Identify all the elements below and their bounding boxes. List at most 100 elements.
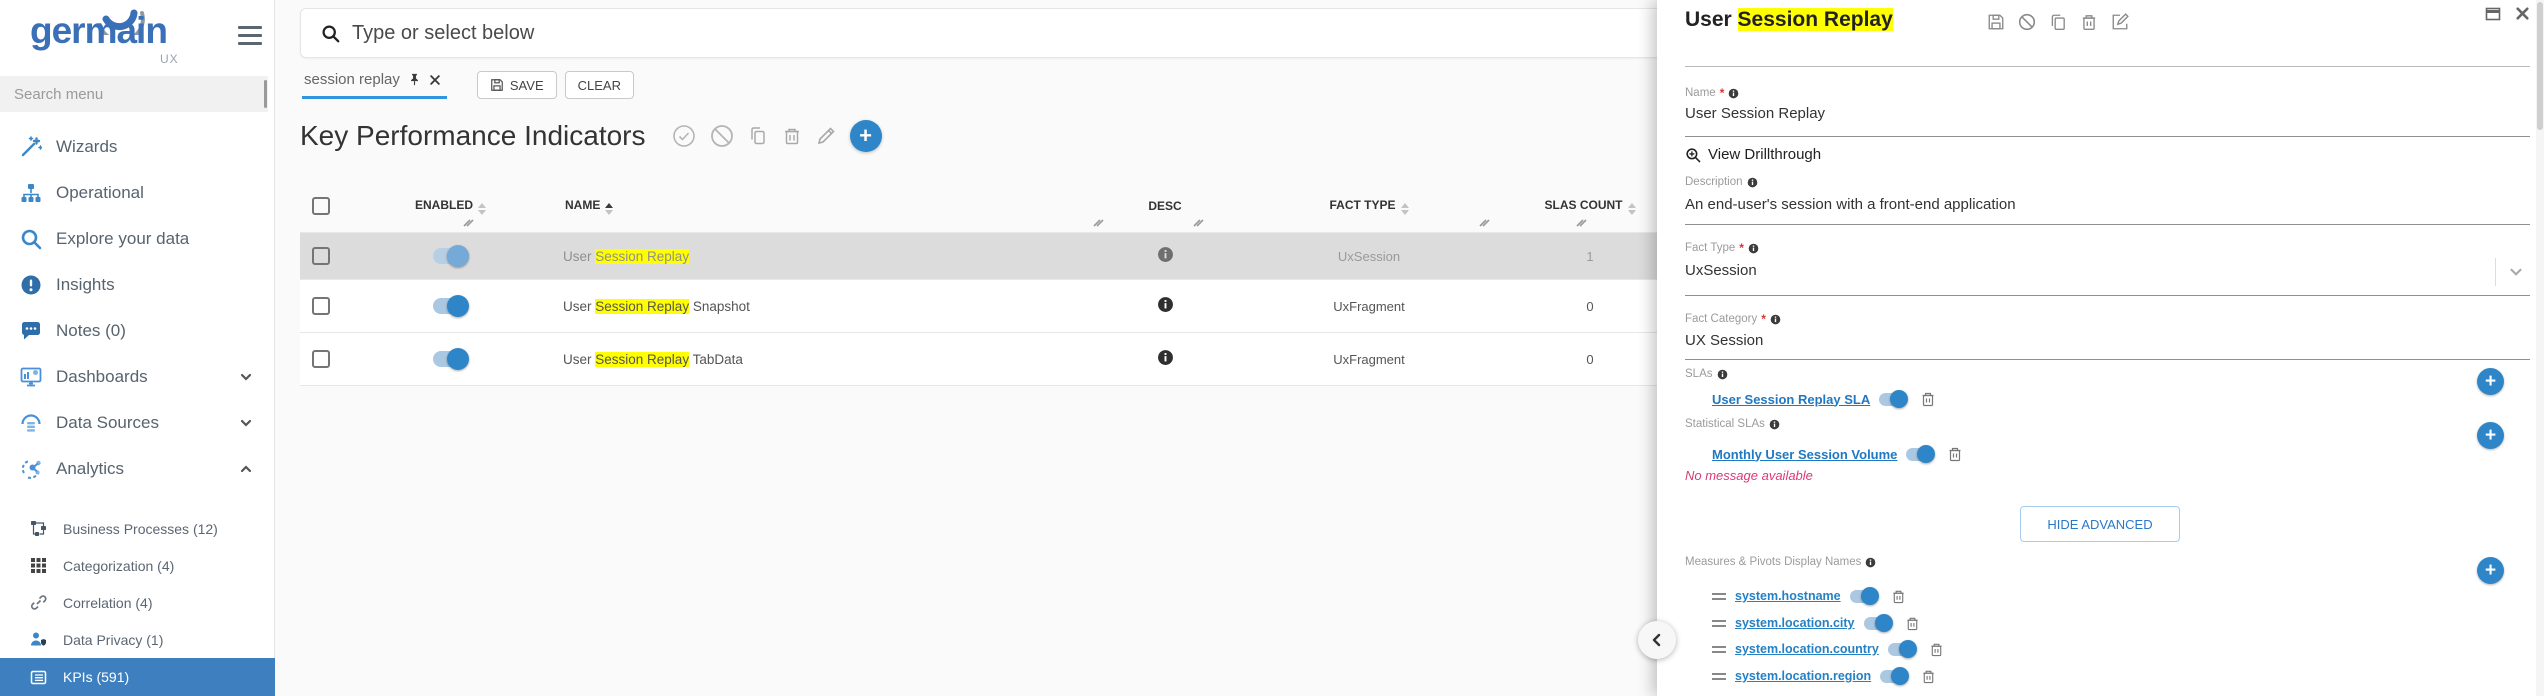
trash-icon[interactable] [1905, 616, 1920, 631]
trash-icon[interactable] [782, 126, 802, 146]
info-icon[interactable] [1717, 369, 1728, 380]
maximize-window-icon[interactable] [2485, 6, 2501, 22]
measure-toggle[interactable] [1849, 587, 1882, 605]
hide-advanced-button[interactable]: HIDE ADVANCED [2020, 506, 2180, 542]
drag-handle-icon[interactable] [1712, 672, 1726, 680]
ban-icon[interactable] [710, 124, 734, 148]
sidebar-search-input[interactable] [0, 76, 268, 112]
measure-toggle[interactable] [1880, 667, 1912, 685]
row-checkbox[interactable] [312, 297, 330, 315]
table-row[interactable]: User Session Replay UxSession 1 [300, 232, 1752, 280]
sidebar-item-data-privacy[interactable]: Data Privacy (1) [0, 621, 275, 658]
sidebar-item-business-processes[interactable]: Business Processes (12) [0, 510, 275, 547]
table-row[interactable]: User Session Replay TabData UxFragment 0 [300, 333, 1752, 386]
save-button[interactable]: SAVE [476, 71, 557, 99]
column-resize-handle[interactable] [1092, 215, 1105, 228]
ban-icon[interactable] [2018, 13, 2036, 31]
scrollbar-thumb[interactable] [2537, 2, 2543, 130]
info-icon[interactable] [1865, 557, 1876, 568]
measure-link[interactable]: system.location.region [1735, 669, 1872, 683]
column-resize-handle[interactable] [1575, 215, 1588, 228]
column-header-desc[interactable]: DESC [1148, 199, 1182, 213]
filter-chip-session-replay[interactable]: session replay [302, 71, 447, 99]
edit-icon[interactable] [2111, 13, 2129, 31]
check-circle-icon[interactable] [672, 124, 696, 148]
fact-type-select-value[interactable]: UxSession [1685, 262, 1757, 279]
sidebar-item-analytics[interactable]: Analytics [0, 446, 275, 492]
column-resize-handle[interactable] [462, 215, 475, 228]
table-row[interactable]: User Session Replay Snapshot UxFragment … [300, 280, 1752, 333]
panel-collapse-button[interactable] [1638, 621, 1676, 659]
panel-scrollbar[interactable] [2536, 0, 2544, 696]
statistical-sla-link[interactable]: Monthly User Session Volume [1712, 446, 1898, 462]
info-icon[interactable] [1728, 88, 1739, 99]
add-statistical-sla-button[interactable]: + [2477, 422, 2504, 449]
column-header-fact-type[interactable]: FACT TYPE [1310, 198, 1428, 215]
measure-link[interactable]: system.hostname [1735, 589, 1841, 603]
pin-icon[interactable] [408, 73, 421, 86]
measure-link[interactable]: system.location.city [1735, 616, 1855, 630]
copy-icon[interactable] [748, 126, 768, 146]
sidebar-item-operational[interactable]: Operational [0, 170, 275, 216]
hamburger-menu-icon[interactable] [238, 26, 262, 45]
column-header-slas-count[interactable]: SLAS COUNT [1428, 198, 1752, 215]
sidebar-scrollbar[interactable] [264, 80, 267, 108]
copy-icon[interactable] [2049, 13, 2067, 31]
name-field-value[interactable]: User Session Replay [1685, 105, 1826, 122]
trash-icon[interactable] [1891, 589, 1906, 604]
trash-icon[interactable] [1947, 446, 1963, 462]
select-all-checkbox[interactable] [312, 197, 330, 215]
sidebar-item-kpis[interactable]: KPIs (591) [0, 658, 275, 696]
measure-toggle[interactable] [1887, 640, 1920, 658]
view-drillthrough-link[interactable]: View Drillthrough [1685, 146, 1821, 163]
column-header-enabled[interactable]: ENABLED [410, 198, 560, 215]
drag-handle-icon[interactable] [1712, 592, 1726, 600]
column-resize-handle[interactable] [1478, 215, 1491, 228]
sidebar-item-data-sources[interactable]: Data Sources [0, 400, 275, 446]
trash-icon[interactable] [2080, 13, 2098, 31]
sla-link[interactable]: User Session Replay SLA [1712, 391, 1871, 407]
brand-logo[interactable]: germain [30, 10, 168, 51]
row-checkbox[interactable] [312, 247, 330, 265]
info-icon[interactable] [1157, 296, 1174, 313]
column-resize-handle[interactable] [1192, 215, 1205, 228]
enabled-toggle[interactable] [433, 295, 475, 317]
clear-button[interactable]: CLEAR [564, 71, 634, 99]
kpi-search-input[interactable] [352, 21, 1667, 45]
pencil-icon[interactable] [816, 126, 836, 146]
sidebar-item-notes[interactable]: Notes (0) [0, 308, 275, 354]
info-icon[interactable] [1770, 314, 1781, 325]
sidebar-item-dashboards[interactable]: Dashboards [0, 354, 275, 400]
info-icon[interactable] [1748, 243, 1759, 254]
add-measure-button[interactable]: + [2477, 557, 2504, 584]
info-icon[interactable] [1157, 246, 1174, 263]
column-header-name[interactable]: NAME [560, 198, 1020, 215]
measure-toggle[interactable] [1863, 614, 1896, 632]
trash-icon[interactable] [1929, 642, 1944, 657]
sidebar-item-correlation[interactable]: Correlation (4) [0, 584, 275, 621]
sla-toggle[interactable] [1879, 390, 1911, 408]
add-sla-button[interactable]: + [2477, 368, 2504, 395]
close-icon[interactable] [2515, 6, 2530, 21]
floppy-save-icon[interactable] [1987, 13, 2005, 31]
trash-icon[interactable] [1921, 669, 1936, 684]
enabled-toggle[interactable] [433, 348, 475, 370]
row-checkbox[interactable] [312, 350, 330, 368]
add-kpi-button[interactable]: + [849, 120, 882, 152]
drag-handle-icon[interactable] [1712, 645, 1726, 653]
select-dropdown[interactable] [2495, 258, 2524, 286]
drag-handle-icon[interactable] [1712, 619, 1726, 627]
info-icon[interactable] [1769, 419, 1780, 430]
measure-link[interactable]: system.location.country [1735, 642, 1879, 656]
sidebar-item-wizards[interactable]: Wizards [0, 124, 275, 170]
description-field-value[interactable]: An end-user's session with a front-end a… [1685, 196, 2016, 213]
sidebar-item-categorization[interactable]: Categorization (4) [0, 547, 275, 584]
statistical-sla-toggle[interactable] [1906, 445, 1938, 463]
info-icon[interactable] [1157, 349, 1174, 366]
sidebar-item-insights[interactable]: Insights [0, 262, 275, 308]
close-icon[interactable] [429, 74, 441, 86]
enabled-toggle[interactable] [433, 245, 475, 267]
info-icon[interactable] [1747, 177, 1758, 188]
sidebar-item-explore-your-data[interactable]: Explore your data [0, 216, 275, 262]
trash-icon[interactable] [1920, 391, 1936, 407]
